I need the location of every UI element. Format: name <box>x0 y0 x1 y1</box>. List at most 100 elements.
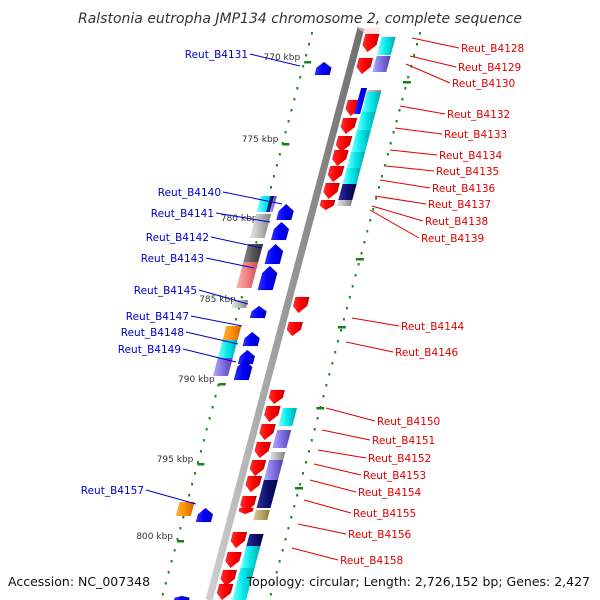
forward-gene-arrow[interactable] <box>173 595 190 600</box>
reverse-gene-cog-box[interactable] <box>338 184 357 200</box>
reverse-gene-cog-box[interactable] <box>278 408 297 426</box>
reverse-gene-cog-box[interactable] <box>351 130 371 152</box>
reverse-gene-cog-box[interactable] <box>256 480 278 508</box>
reverse-gene-label[interactable]: Reut_B4146 <box>395 347 459 359</box>
reverse-gene-arrow[interactable] <box>268 389 286 405</box>
forward-gene-label[interactable]: Reut_B4131 <box>185 49 248 61</box>
forward-gene-leader-line <box>215 212 271 223</box>
reverse-gene-cog-box[interactable] <box>346 152 366 168</box>
forward-gene-cog-box[interactable] <box>217 340 238 358</box>
forward-gene-label[interactable]: Reut_B4149 <box>118 344 181 356</box>
reverse-gene-arrow[interactable] <box>216 583 234 600</box>
reverse-gene-arrow[interactable] <box>238 507 254 515</box>
reverse-gene-cog-box[interactable] <box>240 546 261 570</box>
forward-gene-cog-box[interactable] <box>243 244 264 262</box>
reverse-gene-cog-box[interactable] <box>245 534 264 548</box>
forward-gene-cog-box[interactable] <box>222 326 242 340</box>
forward-gene-label[interactable]: Reut_B4140 <box>158 187 221 199</box>
forward-gene-arrow[interactable] <box>275 203 294 221</box>
reverse-gene-arrow[interactable] <box>335 135 353 153</box>
forward-gene-cog-box[interactable] <box>269 196 277 212</box>
right-track-dot <box>325 384 328 387</box>
reverse-gene-label[interactable]: Reut_B4152 <box>368 453 431 465</box>
reverse-gene-cog-box[interactable] <box>263 460 284 480</box>
reverse-gene-label[interactable]: Reut_B4151 <box>372 435 435 447</box>
reverse-gene-arrow[interactable] <box>356 57 374 75</box>
reverse-gene-arrow[interactable] <box>292 296 310 314</box>
reverse-gene-arrow[interactable] <box>259 423 277 441</box>
reverse-gene-cog-box[interactable] <box>356 112 376 130</box>
reverse-gene-label[interactable]: Reut_B4129 <box>458 62 521 74</box>
reverse-gene-arrow[interactable] <box>225 551 243 569</box>
forward-gene-label[interactable]: Reut_B4142 <box>146 232 209 244</box>
forward-gene-arrow[interactable] <box>242 331 260 347</box>
reverse-gene-cog-box[interactable] <box>232 568 255 600</box>
reverse-gene-cog-box[interactable] <box>336 200 353 206</box>
left-track-dot <box>214 395 217 398</box>
reverse-gene-label[interactable]: Reut_B4136 <box>432 183 496 195</box>
reverse-gene-arrow[interactable] <box>331 149 349 167</box>
tick-label: 770 kbp <box>264 53 301 63</box>
reverse-gene-label[interactable]: Reut_B4132 <box>447 109 510 121</box>
forward-gene-label[interactable]: Reut_B4148 <box>121 327 184 339</box>
reverse-gene-label[interactable]: Reut_B4133 <box>444 129 507 141</box>
reverse-gene-cog-box[interactable] <box>342 168 361 184</box>
reverse-gene-label[interactable]: Reut_B4130 <box>452 78 515 90</box>
forward-gene-label[interactable]: Reut_B4145 <box>134 285 197 297</box>
forward-gene-label[interactable]: Reut_B4143 <box>141 253 204 265</box>
forward-gene-arrow[interactable] <box>257 265 278 291</box>
reverse-gene-label[interactable]: Reut_B4154 <box>358 487 422 499</box>
forward-gene-cog-box[interactable] <box>266 196 275 212</box>
right-track-dot <box>293 505 296 508</box>
forward-gene-arrow[interactable] <box>264 243 284 265</box>
reverse-gene-label[interactable]: Reut_B4128 <box>461 43 524 55</box>
reverse-gene-cog-box[interactable] <box>253 510 270 520</box>
reverse-gene-label[interactable]: Reut_B4144 <box>401 321 465 333</box>
reverse-gene-label[interactable]: Reut_B4158 <box>340 555 403 567</box>
reverse-gene-arrow[interactable] <box>230 531 248 549</box>
forward-gene-arrow[interactable] <box>249 305 267 319</box>
reverse-gene-label[interactable]: Reut_B4134 <box>439 150 503 162</box>
reverse-gene-arrow[interactable] <box>254 441 272 459</box>
reverse-gene-cog-box[interactable] <box>272 430 292 448</box>
reverse-gene-label[interactable]: Reut_B4153 <box>363 470 426 482</box>
forward-gene-label[interactable]: Reut_B4157 <box>81 485 144 497</box>
reverse-gene-label[interactable]: Reut_B4138 <box>425 216 488 228</box>
right-track-dot <box>354 274 357 277</box>
reverse-gene-label[interactable]: Reut_B4137 <box>428 199 491 211</box>
left-track-dot <box>199 450 202 453</box>
reverse-gene-cog-box[interactable] <box>376 37 396 55</box>
reverse-gene-arrow[interactable] <box>340 117 358 135</box>
forward-gene-cog-box[interactable] <box>175 502 195 516</box>
reverse-gene-label[interactable]: Reut_B4139 <box>421 233 484 245</box>
reverse-gene-label[interactable]: Reut_B4135 <box>436 166 499 178</box>
forward-gene-arrow[interactable] <box>233 359 253 381</box>
right-track-dot <box>310 439 313 442</box>
reverse-gene-label[interactable]: Reut_B4155 <box>353 508 416 520</box>
reverse-gene-arrow[interactable] <box>220 569 238 587</box>
forward-gene-arrow[interactable] <box>195 507 214 523</box>
reverse-gene-arrow[interactable] <box>245 475 263 493</box>
reverse-gene-arrow[interactable] <box>319 199 336 211</box>
reverse-gene-cog-box[interactable] <box>361 92 381 112</box>
forward-gene-cog-box[interactable] <box>231 300 249 308</box>
reverse-gene-arrow[interactable] <box>362 33 380 53</box>
reverse-gene-arrow[interactable] <box>286 321 304 337</box>
forward-gene-label[interactable]: Reut_B4147 <box>126 311 189 323</box>
reverse-gene-cog-box[interactable] <box>269 452 286 460</box>
right-track-dot <box>334 351 337 354</box>
reverse-gene-label[interactable]: Reut_B4156 <box>348 529 412 541</box>
reverse-gene-cog-box[interactable] <box>372 56 391 72</box>
reverse-gene-cog-box[interactable] <box>354 88 368 114</box>
reverse-gene-arrow[interactable] <box>327 165 345 183</box>
forward-gene-arrow[interactable] <box>314 61 332 76</box>
forward-gene-label[interactable]: Reut_B4141 <box>151 208 214 220</box>
forward-gene-arrow[interactable] <box>270 221 290 241</box>
left-track-dot <box>188 494 191 497</box>
reverse-gene-label[interactable]: Reut_B4150 <box>377 416 440 428</box>
forward-gene-cog-box[interactable] <box>236 262 259 288</box>
forward-gene-cog-box[interactable] <box>213 358 233 376</box>
reverse-gene-arrow[interactable] <box>249 459 267 477</box>
reverse-gene-arrow[interactable] <box>263 405 281 423</box>
reverse-gene-arrow[interactable] <box>323 182 341 200</box>
